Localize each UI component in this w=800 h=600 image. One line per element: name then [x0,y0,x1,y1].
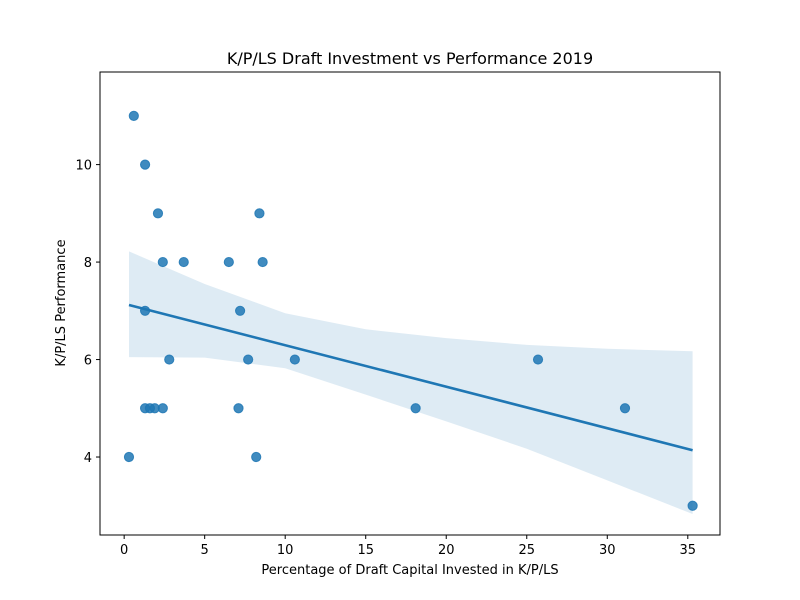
confidence-band [129,251,693,514]
y-tick-label: 6 [84,354,92,369]
x-tick-label: 10 [277,543,294,558]
data-point [532,354,544,365]
data-point [157,403,168,414]
data-point [157,256,168,268]
data-point [139,159,151,170]
data-point [152,208,164,219]
x-tick-label: 25 [518,543,535,558]
y-axis-label: K/P/LS Performance [54,239,69,366]
y-tick-label: 8 [84,256,92,271]
chart-title: K/P/LS Draft Investment vs Performance 2… [227,49,593,68]
regression-line-layer [128,303,693,452]
data-point [289,354,300,365]
y-tick-label: 4 [84,451,92,466]
data-point [164,354,175,365]
y-axis-ticks: 4 6 8 10 [75,159,100,466]
x-tick-label: 15 [357,543,374,558]
data-point [257,256,268,268]
data-point [254,208,265,219]
x-axis-ticks: 0 5 10 15 20 25 30 35 [120,535,696,558]
regression-line [128,303,693,452]
data-points-layer [123,110,698,511]
x-tick-label: 20 [438,543,455,558]
data-point [235,305,246,316]
data-point [233,403,244,414]
data-point [223,256,234,268]
y-tick-label: 10 [75,159,92,174]
data-point [178,256,189,268]
plot-frame [99,71,721,536]
data-point [410,403,421,414]
x-tick-label: 35 [680,543,697,558]
confidence-band-layer [129,251,693,514]
x-tick-label: 5 [201,543,209,558]
x-tick-label: 0 [120,543,128,558]
x-tick-label: 30 [599,543,616,558]
data-point [243,354,254,365]
data-point [139,305,151,316]
data-point [687,500,698,511]
data-point [251,451,262,463]
data-point [128,110,139,121]
data-point [619,403,631,414]
data-point [123,451,135,463]
x-axis-label: Percentage of Draft Capital Invested in … [261,563,558,578]
